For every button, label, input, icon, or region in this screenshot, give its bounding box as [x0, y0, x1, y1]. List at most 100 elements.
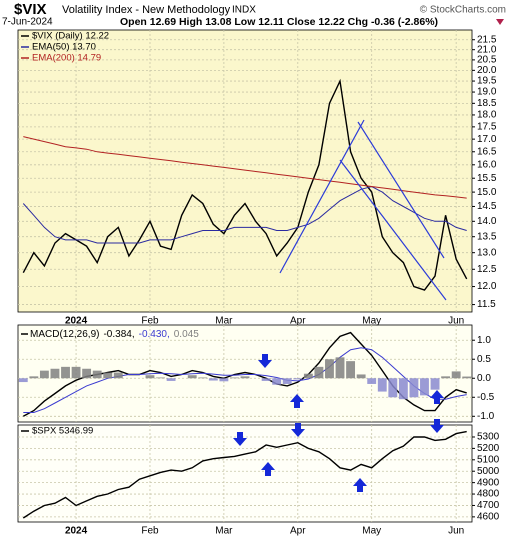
histogram-bar: [335, 357, 345, 379]
y-tick-label: 15.5: [477, 173, 497, 184]
annotations: [279, 119, 447, 301]
up-arrow: [430, 390, 444, 404]
histogram-bar: [92, 370, 102, 379]
histogram-bar: [166, 378, 176, 381]
legend-entry: EMA(50) 13.70: [32, 42, 96, 53]
y-tick-label: 20.5: [477, 55, 497, 66]
histogram-bar: [430, 378, 440, 390]
series-line: [22, 430, 467, 519]
down-arrow: [291, 423, 305, 437]
x-tick-label: Jun: [448, 316, 464, 327]
y-tick-label: 12.5: [477, 264, 497, 275]
histogram-bar: [314, 366, 324, 379]
quote: Open 12.69 High 13.08 Low 12.11 Close 12…: [120, 16, 438, 28]
symbol: $VIX: [14, 1, 47, 18]
spx-panel: [17, 424, 473, 523]
x-tick-label: Feb: [141, 316, 159, 327]
histogram-bar: [230, 377, 239, 379]
histogram-bar: [462, 376, 472, 379]
histogram-bar: [145, 375, 155, 379]
y-tick-label: 4700: [477, 500, 500, 511]
legend-entry: 0.045: [174, 329, 199, 340]
y-tick-label: 4800: [477, 489, 500, 500]
date: 7-Jun-2024: [2, 17, 53, 28]
histogram-bar: [198, 377, 208, 379]
x-tick-label: Mar: [215, 526, 233, 537]
x-tick-label: 2024: [65, 316, 88, 327]
histogram-bar: [409, 378, 419, 398]
histogram-bar: [420, 378, 429, 396]
x-tick-label: Mar: [215, 316, 233, 327]
y-tick-label: 0.5: [477, 354, 491, 365]
legend: MACD(12,26,9) -0.384, -0.430, 0.045: [30, 329, 199, 340]
histogram-bar: [103, 372, 113, 379]
y-tick-label: 1.0: [477, 335, 491, 346]
trend-line: [279, 119, 365, 274]
histogram-bar: [272, 378, 282, 385]
histogram-bar: [82, 368, 92, 379]
histogram-bar: [451, 371, 461, 379]
histogram-bar: [61, 366, 70, 379]
y-tick-label: 18.0: [477, 110, 497, 121]
y-tick-label: 14.0: [477, 216, 497, 227]
histogram-bar: [303, 373, 313, 379]
y-tick-label: 5300: [477, 432, 500, 443]
x-tick-label: May: [362, 316, 381, 327]
histogram-bar: [113, 372, 123, 379]
x-tick-label: Apr: [290, 526, 306, 537]
x-tick-label: Jun: [448, 526, 464, 537]
plot-layer: 21.521.020.520.019.519.018.518.017.517.0…: [18, 30, 500, 537]
y-tick-label: 4900: [477, 477, 500, 488]
histogram-bar: [240, 376, 250, 379]
histogram-bar: [377, 378, 387, 392]
histogram-bar: [293, 378, 303, 380]
histogram-bar: [187, 375, 197, 379]
y-tick-label: -1.0: [477, 411, 495, 422]
y-tick-label: 5000: [477, 466, 500, 477]
x-tick-label: Apr: [290, 316, 306, 327]
legend-label: MACD(12,26,9): [30, 329, 99, 340]
histogram-bar: [441, 376, 451, 379]
histogram-bar: [39, 370, 49, 379]
y-tick-label: 16.5: [477, 146, 497, 157]
change-indicator: [496, 19, 504, 25]
up-arrow: [353, 478, 367, 492]
legend-entry: -0.430,: [139, 329, 170, 340]
histogram-bar: [18, 378, 28, 383]
histogram-bar: [388, 378, 398, 398]
y-tick-label: 13.5: [477, 231, 497, 242]
histogram-bar: [71, 366, 81, 379]
histogram-bar: [282, 378, 292, 384]
series-line: [23, 136, 467, 199]
trend-line: [339, 159, 447, 301]
y-tick-label: 19.5: [477, 76, 497, 87]
legend-entry: $VIX (Daily) 12.22: [32, 31, 109, 42]
y-tick-label: 13.0: [477, 247, 497, 258]
y-tick-label: 5200: [477, 443, 500, 454]
histogram-bar: [367, 378, 377, 384]
legend-entry: EMA(200) 14.79: [32, 53, 101, 64]
histogram-bar: [325, 359, 334, 379]
histogram-bar: [398, 378, 408, 400]
y-tick-label: 5100: [477, 454, 500, 465]
y-tick-label: 11.5: [477, 299, 496, 310]
legend-entry: $SPX 5346.99: [32, 426, 93, 437]
exchange: INDX: [232, 5, 256, 16]
arrows: [233, 354, 444, 492]
down-arrow: [233, 432, 247, 446]
y-tick-label: 0.0: [477, 373, 491, 384]
y-tick-label: 4600: [477, 512, 500, 523]
histogram-bar: [208, 378, 218, 381]
series-line: [22, 78, 468, 291]
y-tick-label: 18.5: [477, 98, 497, 109]
series-line: [23, 347, 467, 413]
histogram-bar: [261, 378, 271, 381]
security-name: Volatility Index - New Methodology: [62, 4, 231, 16]
trend-line: [357, 121, 445, 259]
histogram-bar: [346, 361, 356, 379]
price-panel: [17, 29, 473, 313]
y-tick-label: 17.5: [477, 122, 497, 133]
y-tick-label: 21.5: [477, 34, 497, 45]
source: © StockCharts.com: [420, 5, 506, 16]
